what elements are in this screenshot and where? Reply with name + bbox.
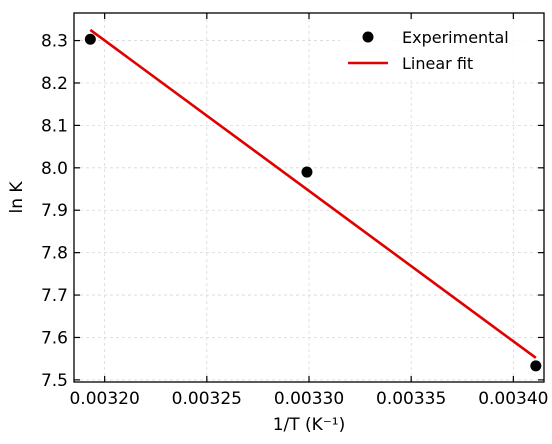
y-tick-label: 7.6	[41, 328, 68, 348]
y-tick-label: 7.7	[41, 286, 68, 306]
y-tick-label: 7.5	[41, 371, 68, 391]
y-tick-label: 7.9	[41, 201, 68, 221]
linear-fit-line	[89, 28, 537, 359]
y-tick-label: 8.2	[41, 74, 68, 94]
y-axis-label: ln K	[7, 181, 27, 214]
y-tick-label: 8.1	[41, 116, 68, 136]
legend-label-experimental: Experimental	[402, 28, 509, 47]
y-tick-label: 7.8	[41, 244, 68, 264]
legend-box	[340, 20, 536, 80]
plot-area	[84, 28, 542, 372]
y-tick-label: 8.3	[41, 32, 68, 52]
legend-marker-experimental	[362, 31, 374, 43]
ticks: 0.00320 0.00325 0.00330 0.00335 0.00340 7.5 7.…	[41, 13, 549, 409]
legend: Experimental Linear fit	[340, 20, 536, 80]
x-axis-label: 1/T (K⁻¹)	[273, 415, 346, 435]
x-tick-label: 0.00340	[478, 389, 548, 409]
x-tick-label: 0.00325	[172, 389, 242, 409]
x-tick-label: 0.00330	[274, 389, 344, 409]
experimental-point	[84, 33, 96, 45]
experimental-point	[530, 360, 542, 372]
experimental-point	[301, 166, 313, 178]
legend-label-linear-fit: Linear fit	[402, 54, 473, 73]
x-tick-label: 0.00320	[69, 389, 139, 409]
y-tick-label: 8.0	[41, 159, 68, 179]
x-tick-label: 0.00335	[376, 389, 446, 409]
